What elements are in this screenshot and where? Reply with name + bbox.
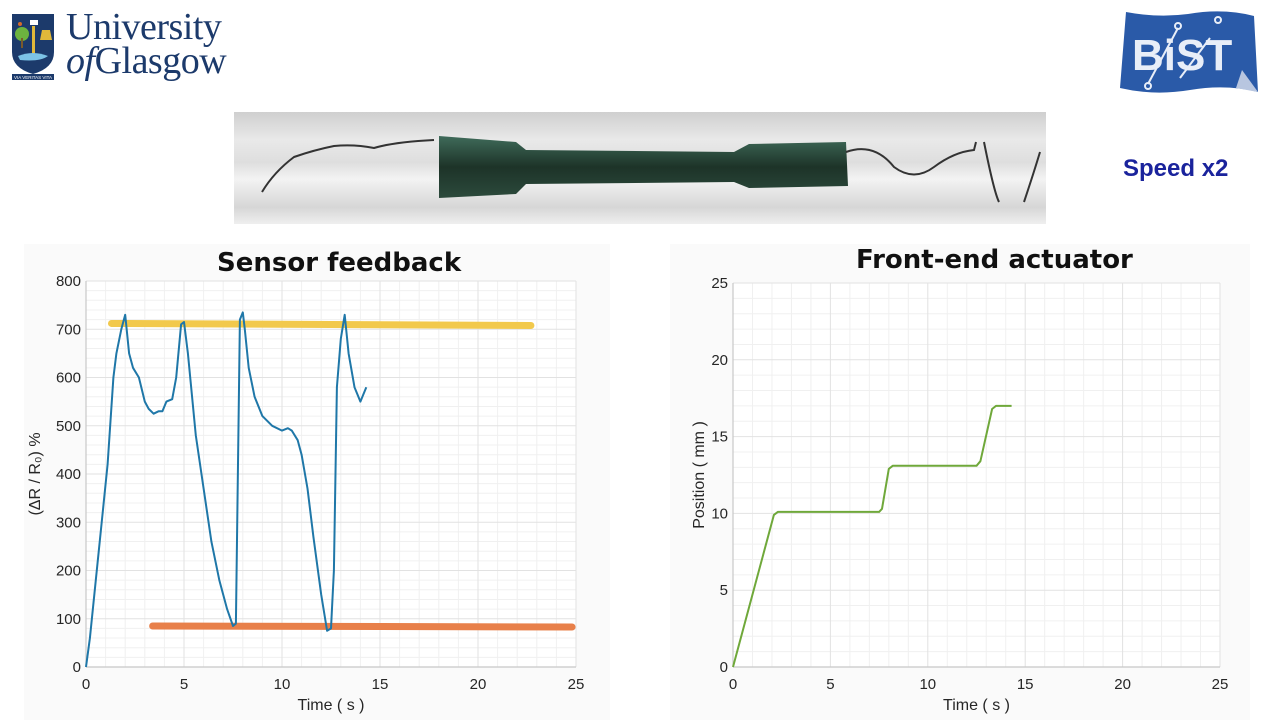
svg-text:VIA VERITAS VITA: VIA VERITAS VITA bbox=[14, 75, 52, 80]
x-tick-label: 0 bbox=[82, 676, 90, 693]
tick-labels: 0 5 10 15 20 25 0 100 200 300 400 500 600 700 800 bbox=[56, 273, 584, 693]
position-line bbox=[732, 404, 1012, 668]
y-tick-label: 100 bbox=[56, 611, 81, 628]
x-tick-label: 20 bbox=[1114, 676, 1131, 693]
y-tick-label: 300 bbox=[56, 514, 81, 531]
chart-title: Sensor feedback bbox=[217, 248, 462, 278]
actuator-plot: 0 5 10 15 20 25 0 5 10 15 20 25 Time ( s ) Position (… bbox=[691, 275, 1228, 714]
upper-threshold-marker bbox=[107, 319, 535, 329]
grid bbox=[85, 280, 577, 668]
sensor-line bbox=[85, 311, 368, 668]
x-tick-label: 25 bbox=[1212, 676, 1229, 693]
x-tick-label: 15 bbox=[372, 676, 389, 693]
wordmark-line2: ofGlasgow bbox=[66, 40, 227, 82]
sensor-plot: 0 5 10 15 20 25 0 100 200 300 400 500 600 700 800 Time … bbox=[27, 273, 584, 714]
x-tick-label: 10 bbox=[919, 676, 936, 693]
university-crest-icon: VIA VERITAS VITA bbox=[12, 14, 54, 80]
university-wordmark: University ofGlasgow bbox=[66, 6, 227, 82]
svg-text:BiST: BiST bbox=[1132, 31, 1232, 80]
bist-lab-logo: BiST bbox=[1120, 11, 1258, 93]
y-tick-label: 200 bbox=[56, 563, 81, 580]
x-tick-label: 20 bbox=[470, 676, 487, 693]
x-axis-label: Time ( s ) bbox=[943, 697, 1010, 714]
x-tick-label: 5 bbox=[826, 676, 834, 693]
university-of-glasgow-logo: VIA VERITAS VITA University ofGlasgow bbox=[10, 6, 240, 86]
plot-area bbox=[733, 283, 1220, 667]
x-tick-label: 10 bbox=[274, 676, 291, 693]
x-tick-label: 0 bbox=[729, 676, 737, 693]
y-tick-label: 800 bbox=[56, 273, 81, 290]
y-tick-label: 25 bbox=[711, 275, 728, 292]
y-tick-label: 15 bbox=[711, 429, 728, 446]
playback-speed-label: Speed x2 bbox=[1123, 155, 1229, 182]
x-tick-label: 15 bbox=[1017, 676, 1034, 693]
y-tick-label: 400 bbox=[56, 466, 81, 483]
x-tick-label: 25 bbox=[568, 676, 585, 693]
sensor-tube-photo bbox=[234, 112, 1046, 224]
front-end-actuator-chart: Front-end actuator 0 5 10 15 20 25 0 5 10 15 20 25 T… bbox=[670, 244, 1250, 720]
y-tick-label: 600 bbox=[56, 370, 81, 387]
y-tick-label: 700 bbox=[56, 321, 81, 338]
y-axis-label: (ΔR / R₀) % bbox=[27, 432, 44, 515]
sensor-feedback-chart: Sensor feedback 0 5 10 15 20 25 0 100 200 300 400 5… bbox=[24, 244, 610, 720]
wordmark-line1: University bbox=[66, 6, 222, 48]
tick-labels: 0 5 10 15 20 25 0 5 10 15 20 25 bbox=[711, 275, 1228, 693]
y-tick-label: 500 bbox=[56, 418, 81, 435]
y-tick-label: 10 bbox=[711, 505, 728, 522]
lower-threshold-marker bbox=[149, 622, 576, 631]
x-axis-label: Time ( s ) bbox=[298, 697, 365, 714]
y-tick-label: 20 bbox=[711, 352, 728, 369]
y-axis-label: Position ( mm ) bbox=[691, 421, 708, 529]
x-tick-label: 5 bbox=[180, 676, 188, 693]
chart-title: Front-end actuator bbox=[856, 245, 1133, 275]
y-tick-label: 0 bbox=[720, 659, 728, 676]
y-tick-label: 0 bbox=[73, 659, 81, 676]
grid bbox=[732, 282, 1221, 668]
y-tick-label: 5 bbox=[720, 582, 728, 599]
